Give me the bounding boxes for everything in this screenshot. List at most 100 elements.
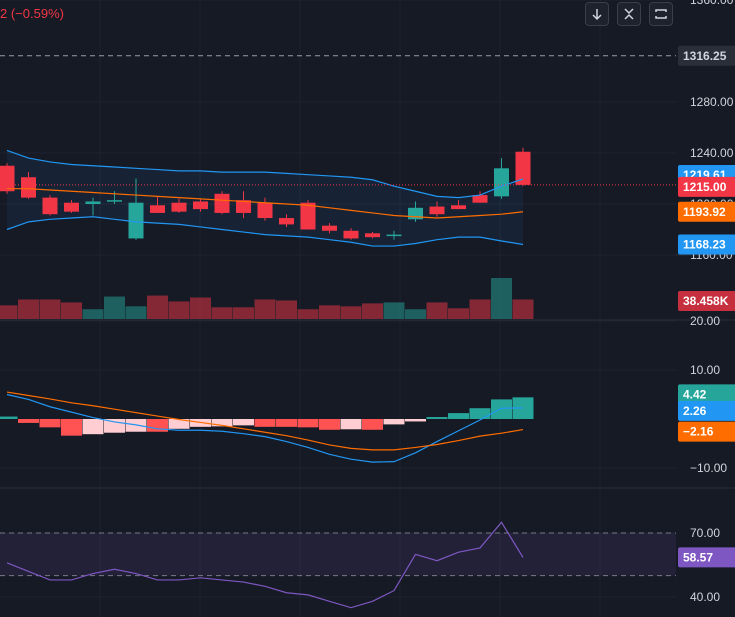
collapse-pane-button[interactable] (617, 2, 641, 26)
rsi-axis-tick: 40.00 (690, 590, 720, 604)
candle-body (21, 177, 36, 198)
volume-bar (297, 309, 319, 319)
volume-bar (168, 301, 190, 319)
candle-body (85, 201, 101, 204)
candle-body (257, 202, 273, 219)
macd-histogram-bar (0, 416, 18, 419)
price-badge-bg (678, 45, 735, 66)
volume-bar (254, 299, 276, 319)
scroll-to-latest-button[interactable] (585, 2, 609, 26)
volume-bar (448, 308, 469, 319)
volume-bar (362, 303, 383, 319)
candle-body (343, 230, 359, 239)
volume-bar (211, 307, 233, 319)
price-axis-tick: 1360.00 (690, 0, 734, 7)
volume-bar (0, 305, 18, 319)
price-badge-bg (678, 176, 735, 197)
rsi-badge: 58.57 (683, 550, 713, 564)
price-change-readout: 2 (−0.59%) (0, 6, 64, 21)
macd-histogram-bar (39, 419, 61, 428)
candlestick-series (0, 147, 531, 240)
price-badge: 1168.23 (683, 238, 726, 252)
candle-body (429, 206, 445, 215)
volume-bar (405, 309, 426, 319)
macd-histogram-bar (383, 419, 405, 425)
macd-histogram-bar (104, 419, 125, 433)
volume-bar (82, 309, 104, 319)
volume-bar (61, 302, 82, 319)
price-badge-bg (678, 201, 735, 222)
volume-bar (383, 302, 405, 319)
macd-signal-line (6, 391, 524, 451)
macd-badge: 2.26 (683, 404, 707, 418)
macd-line (6, 393, 524, 463)
candle-body (300, 202, 316, 230)
bollinger-upper-line (6, 149, 524, 199)
macd-axis-tick: 10.00 (690, 363, 720, 377)
macd-histogram-bar (82, 419, 104, 435)
candle-body (515, 151, 531, 185)
macd-series (0, 391, 534, 463)
macd-histogram-bar (340, 419, 362, 430)
macd-histogram-bar (362, 419, 383, 430)
candle-body (322, 225, 337, 231)
candle-body (150, 205, 165, 213)
reset-scale-icon (655, 9, 667, 19)
rsi-band (0, 532, 676, 577)
candle-body (193, 201, 208, 210)
candle-body (236, 200, 251, 213)
volume-bar (125, 306, 147, 319)
macd-histogram-bar (319, 419, 340, 430)
volume-bars (0, 278, 534, 319)
candle-body (64, 202, 79, 212)
macd-badge-bg (678, 400, 735, 421)
volume-bar (39, 299, 61, 319)
macd-histogram-bar (233, 419, 254, 426)
macd-histogram-bar (211, 419, 233, 427)
volume-badge-bg (678, 291, 735, 311)
candle-body (386, 234, 402, 237)
candle-body (494, 168, 509, 197)
rsi-series (6, 521, 524, 609)
price-badge: 1193.92 (683, 205, 726, 219)
bollinger-lower-line (6, 216, 524, 247)
collapse-icon (624, 8, 634, 20)
macd-histogram-bar (448, 413, 469, 419)
candle-body (408, 207, 423, 220)
arrow-down-icon (592, 9, 602, 21)
macd-histogram-bar (426, 417, 448, 419)
macd-histogram-bar (254, 419, 276, 427)
macd-badge: −2.16 (683, 425, 714, 439)
candle-body (42, 197, 58, 215)
volume-bar (190, 297, 211, 319)
volume-bar (18, 299, 39, 319)
candle-body (0, 165, 15, 192)
candle-body (365, 233, 380, 238)
price-axis-labels: 1316.251219.611215.001193.921168.2338.45… (678, 45, 735, 568)
reference-lines (0, 55, 676, 186)
macd-badge: 4.42 (683, 387, 707, 401)
macd-histogram-bar (491, 399, 512, 419)
candle-body (214, 193, 230, 213)
reset-scale-button[interactable] (649, 2, 673, 26)
candle-body (472, 195, 488, 203)
volume-bar (147, 295, 168, 319)
bollinger-band-lines (6, 149, 524, 247)
price-badge: 1316.25 (683, 49, 727, 63)
volume-bar (104, 296, 125, 319)
macd-histogram-bar (168, 419, 190, 429)
macd-badge-bg (678, 384, 735, 405)
volume-bar (426, 302, 448, 319)
macd-histogram-bar (276, 419, 297, 427)
price-axis-tick: 1240.00 (690, 146, 734, 160)
candle-body (171, 202, 187, 212)
macd-histogram-bar (405, 419, 426, 422)
macd-histogram-bar (147, 419, 168, 432)
price-badge-bg (678, 234, 735, 255)
volume-bar (469, 299, 491, 319)
macd-histogram-bar (18, 419, 39, 423)
macd-histogram-bar (61, 419, 82, 436)
candle-body (451, 205, 466, 210)
macd-axis-tick: −10.00 (690, 461, 727, 475)
